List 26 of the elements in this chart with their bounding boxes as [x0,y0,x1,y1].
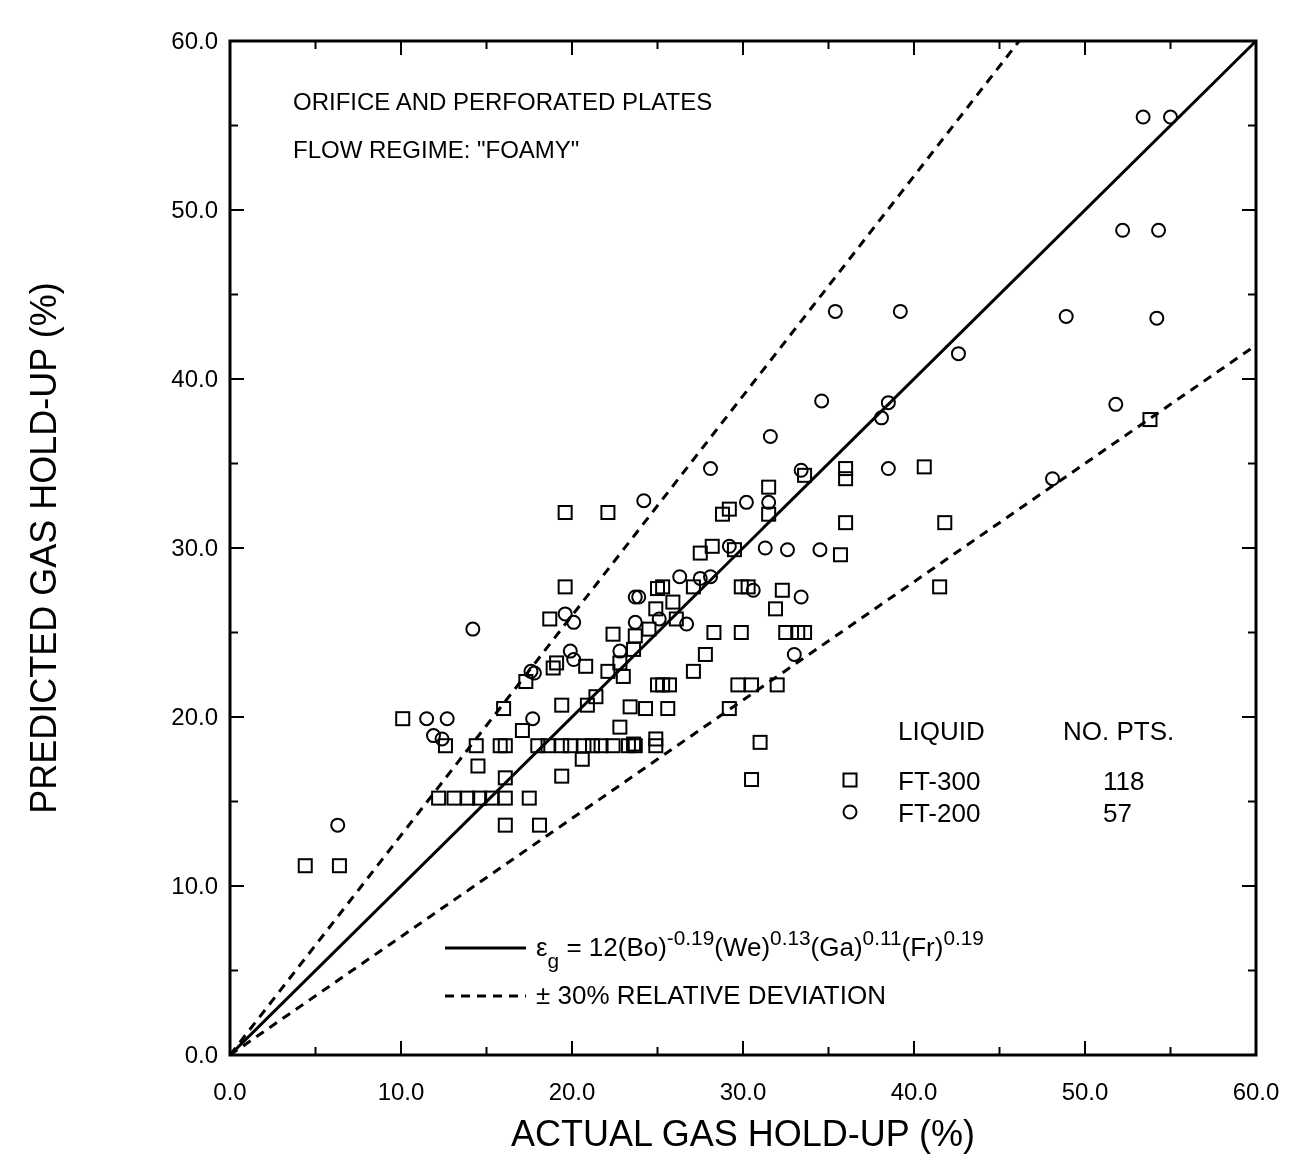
annotation: NO. PTS. [1063,716,1175,746]
text: ε$_{g}$ = 12(Bo)$^{-0.19}$(We)$^{0.13}$(Ga)$^{0.11}$(Fr)$^{0.19}$ [536,925,984,972]
annotation: 118 [1103,766,1145,796]
x-tick-label: 30.0 [719,1078,767,1105]
y-tick-label: 50.0 [171,196,218,224]
legend-title: LIQUID [898,716,985,746]
x-tick-label: 60.0 [1232,1078,1280,1105]
text: FLOW REGIME: "FOAMY" [293,136,580,163]
annotation: 57 [1103,798,1132,828]
legend-label: ± 30% RELATIVE DEVIATION [536,980,886,1010]
y-tick-label: 60.0 [171,27,218,55]
x-tick-label: 10.0 [377,1078,425,1105]
y-tick-label: 40.0 [171,365,218,393]
x-axis-title: ACTUAL GAS HOLD-UP (%) [510,1113,976,1154]
text: ORIFICE AND PERFORATED PLATES [293,88,713,115]
y-tick-label: 10.0 [171,872,218,900]
y-tick-label: 0.0 [184,1041,218,1069]
x-tick-label: 0.0 [213,1078,247,1105]
x-tick-label: 20.0 [548,1078,596,1105]
legend-label: FT-300 [898,766,981,796]
legend-label: FT-200 [898,798,981,828]
x-tick-label: 40.0 [890,1078,938,1105]
y-tick-label: 20.0 [171,703,218,731]
x-tick-label: 50.0 [1061,1078,1109,1105]
y-tick-label: 30.0 [171,534,218,562]
y-axis-title: PREDICTED GAS HOLD-UP (%) [23,282,64,814]
